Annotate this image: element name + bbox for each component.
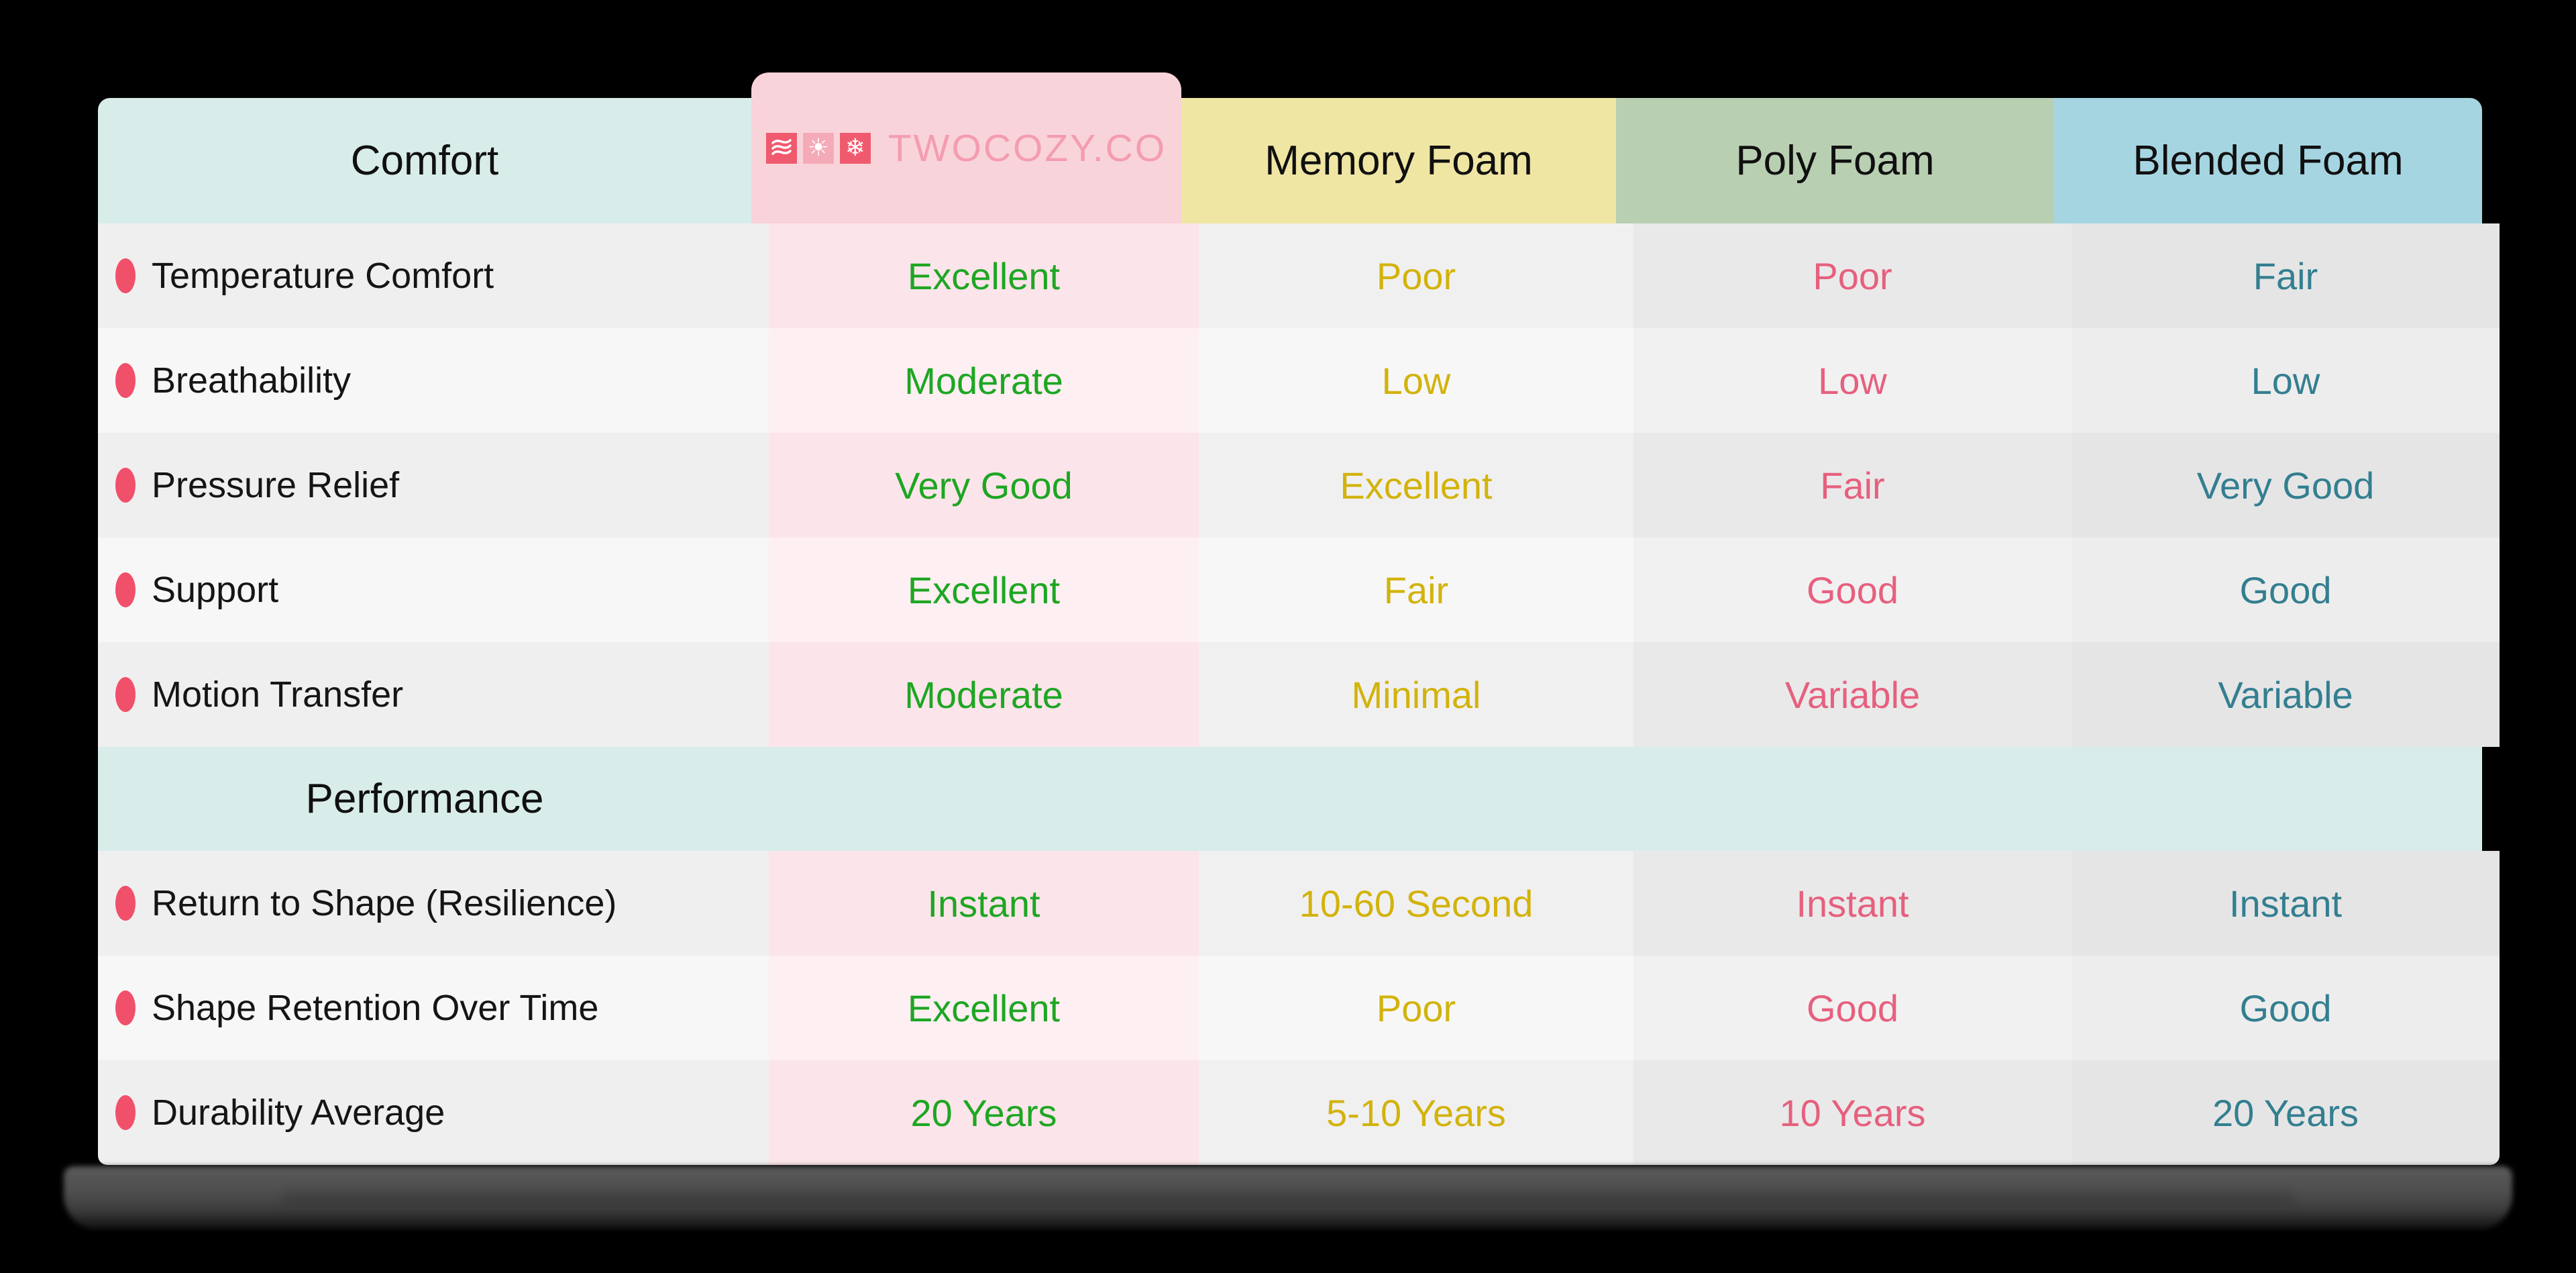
header-memory-foam: Memory Foam: [1181, 98, 1616, 223]
feature-label: Support: [152, 570, 279, 610]
feature-cell: Pressure Relief: [98, 433, 769, 538]
table-header-row: Comfort ☀ ❄ TWOCOZY.CO: [98, 72, 2482, 223]
value-cell-memory-foam: Low: [1199, 328, 1633, 433]
value-cell-twocozy: Moderate: [769, 642, 1199, 747]
waves-icon: [765, 132, 797, 164]
feature-label: Return to Shape (Resilience): [152, 883, 617, 923]
bullet-icon: [115, 258, 136, 293]
snowflake-icon: ❄: [839, 132, 871, 164]
value-cell-memory-foam: 5-10 Years: [1199, 1060, 1633, 1165]
value-cell-poly-foam: Good: [1633, 956, 2072, 1060]
value-cell-twocozy: Moderate: [769, 328, 1199, 433]
laptop-base-bar: [64, 1166, 2512, 1230]
brand-logo: ☀ ❄: [765, 132, 871, 164]
feature-label: Temperature Comfort: [152, 256, 494, 296]
value-cell-memory-foam: Excellent: [1199, 433, 1633, 538]
feature-label: Motion Transfer: [152, 674, 404, 715]
section-header-performance: Performance: [98, 747, 2482, 851]
value-cell-blended-foam: Instant: [2072, 851, 2500, 956]
value-cell-twocozy: 20 Years: [769, 1060, 1199, 1165]
brand-tab: ☀ ❄ TWOCOZY.CO: [751, 72, 1181, 223]
value-cell-poly-foam: Low: [1633, 328, 2072, 433]
table-row: Breathability Moderate Low Low Low: [98, 328, 2500, 433]
table-row: Return to Shape (Resilience) Instant 10-…: [98, 851, 2500, 956]
bullet-icon: [115, 990, 136, 1025]
value-cell-memory-foam: Fair: [1199, 538, 1633, 642]
value-cell-blended-foam: Good: [2072, 538, 2500, 642]
table-row: Motion Transfer Moderate Minimal Variabl…: [98, 642, 2500, 747]
value-cell-poly-foam: Poor: [1633, 223, 2072, 328]
table-row: Pressure Relief Very Good Excellent Fair…: [98, 433, 2500, 538]
bullet-icon: [115, 677, 136, 712]
brand-name: TWOCOZY.CO: [888, 126, 1167, 170]
value-cell-twocozy: Excellent: [769, 223, 1199, 328]
value-cell-blended-foam: Very Good: [2072, 433, 2500, 538]
feature-cell: Return to Shape (Resilience): [98, 851, 769, 956]
bullet-icon: [115, 886, 136, 921]
table-row: Support Excellent Fair Good Good: [98, 538, 2500, 642]
value-cell-blended-foam: Fair: [2072, 223, 2500, 328]
feature-label: Durability Average: [152, 1092, 445, 1133]
feature-label: Breathability: [152, 360, 352, 401]
sun-icon: ☀: [802, 132, 834, 164]
header-poly-foam: Poly Foam: [1616, 98, 2054, 223]
value-cell-memory-foam: Minimal: [1199, 642, 1633, 747]
value-cell-twocozy: Very Good: [769, 433, 1199, 538]
value-cell-blended-foam: Low: [2072, 328, 2500, 433]
feature-cell: Shape Retention Over Time: [98, 956, 769, 1060]
value-cell-poly-foam: Fair: [1633, 433, 2072, 538]
comparison-table: Comfort ☀ ❄ TWOCOZY.CO: [98, 72, 2500, 1165]
value-cell-memory-foam: Poor: [1199, 223, 1633, 328]
value-cell-twocozy: Excellent: [769, 538, 1199, 642]
feature-label: Pressure Relief: [152, 465, 400, 505]
value-cell-memory-foam: Poor: [1199, 956, 1633, 1060]
value-cell-poly-foam: 10 Years: [1633, 1060, 2072, 1165]
value-cell-twocozy: Excellent: [769, 956, 1199, 1060]
value-cell-memory-foam: 10-60 Second: [1199, 851, 1633, 956]
feature-cell: Durability Average: [98, 1060, 769, 1165]
value-cell-blended-foam: Variable: [2072, 642, 2500, 747]
section-header-comfort-label: Comfort: [350, 138, 499, 184]
bullet-icon: [115, 468, 136, 503]
value-cell-poly-foam: Good: [1633, 538, 2072, 642]
bullet-icon: [115, 1095, 136, 1130]
header-brand: ☀ ❄ TWOCOZY.CO: [751, 72, 1181, 223]
feature-cell: Support: [98, 538, 769, 642]
feature-cell: Breathability: [98, 328, 769, 433]
value-cell-twocozy: Instant: [769, 851, 1199, 956]
table-row: Temperature Comfort Excellent Poor Poor …: [98, 223, 2500, 328]
value-cell-blended-foam: Good: [2072, 956, 2500, 1060]
table-row: Durability Average 20 Years 5-10 Years 1…: [98, 1060, 2500, 1165]
value-cell-poly-foam: Variable: [1633, 642, 2072, 747]
feature-cell: Temperature Comfort: [98, 223, 769, 328]
performance-label: Performance: [305, 776, 544, 822]
header-blended-foam: Blended Foam: [2054, 98, 2482, 223]
bullet-icon: [115, 572, 136, 607]
value-cell-poly-foam: Instant: [1633, 851, 2072, 956]
header-comfort: Comfort: [98, 98, 751, 223]
feature-cell: Motion Transfer: [98, 642, 769, 747]
value-cell-blended-foam: 20 Years: [2072, 1060, 2500, 1165]
comfort-rows: Temperature Comfort Excellent Poor Poor …: [98, 223, 2500, 747]
bullet-icon: [115, 363, 136, 398]
feature-label: Shape Retention Over Time: [152, 988, 599, 1028]
performance-rows: Return to Shape (Resilience) Instant 10-…: [98, 851, 2500, 1165]
table-row: Shape Retention Over Time Excellent Poor…: [98, 956, 2500, 1060]
